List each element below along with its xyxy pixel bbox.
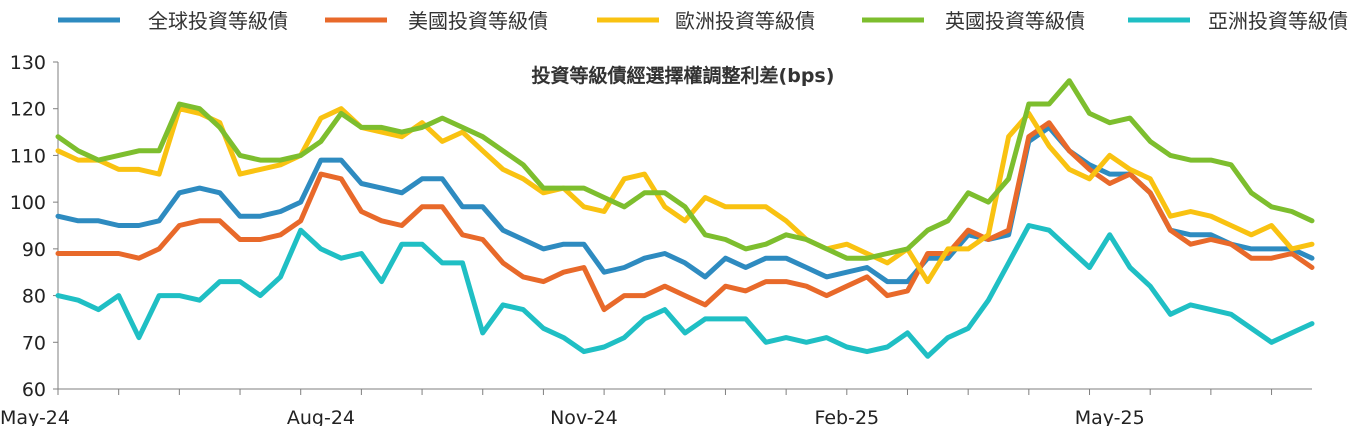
legend-label: 亞洲投資等級債 [1208, 9, 1348, 33]
y-tick-label: 80 [22, 286, 46, 308]
legend-label: 歐洲投資等級債 [675, 9, 815, 33]
series-line-5 [55, 223, 1315, 359]
y-tick-label: 90 [22, 239, 46, 261]
y-tick-label: 100 [10, 192, 46, 214]
y-tick-label: 110 [10, 145, 46, 167]
y-tick-label: 60 [22, 379, 46, 401]
y-tick-label: 120 [10, 99, 46, 121]
axes: 60 70 80 90 100 110 120 130 May-24 Aug-24 Nov-24 Fe… [0, 52, 1312, 429]
series-lines [55, 78, 1315, 359]
series-line-3 [55, 106, 1315, 285]
y-tick-label: 130 [10, 52, 46, 74]
y-tick-label: 70 [22, 332, 46, 354]
series-line-4 [55, 78, 1315, 261]
legend: 全球投資等級債 美國投資等級債 歐洲投資等級債 英國投資等級債 亞洲投資等級債 [58, 9, 1348, 33]
x-tick-label: Aug-24 [287, 407, 355, 426]
legend-label: 美國投資等級債 [408, 9, 548, 33]
series-line-1 [55, 124, 1315, 285]
x-tick-label: Feb-25 [814, 407, 879, 426]
x-tick-label: May-25 [1075, 407, 1145, 426]
x-tick-label: Nov-24 [550, 407, 618, 426]
legend-label: 英國投資等級債 [945, 9, 1085, 33]
chart-title: 投資等級債經選擇權調整利差(bps) [532, 64, 835, 87]
x-tick-label: May-24 [0, 407, 70, 426]
series-line-2 [55, 120, 1315, 313]
legend-label: 全球投資等級債 [148, 9, 288, 33]
